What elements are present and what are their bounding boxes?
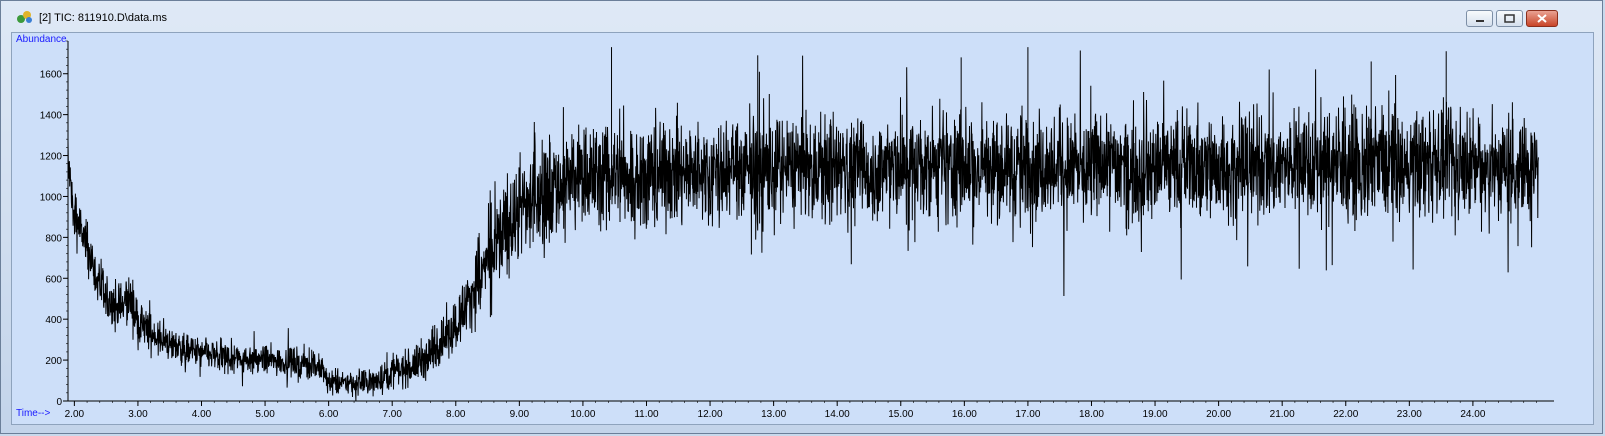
x-tick-label: 24.00 — [1460, 409, 1485, 420]
y-tick-label: 400 — [45, 315, 62, 326]
x-tick-label: 16.00 — [952, 409, 977, 420]
tic-trace-line — [67, 50, 1539, 402]
x-tick-label: 19.00 — [1143, 409, 1168, 420]
y-tick-label: 200 — [45, 356, 62, 367]
restore-icon — [1504, 14, 1515, 23]
x-tick-label: 14.00 — [825, 409, 850, 420]
y-tick-label: 0 — [56, 397, 62, 408]
x-axis-label: Time--> — [16, 408, 51, 419]
restore-button[interactable] — [1496, 10, 1523, 27]
x-tick-label: 22.00 — [1333, 409, 1358, 420]
x-tick-label: 20.00 — [1206, 409, 1231, 420]
close-icon — [1537, 14, 1547, 23]
title-bar[interactable]: [2] TIC: 811910.D\data.ms — [1, 1, 1602, 31]
y-tick-label: 800 — [45, 233, 62, 244]
x-tick-label: 5.00 — [255, 409, 275, 420]
y-axis-ticks: 0 200 400 600 800 1000 1200 1400 1600 — [40, 40, 68, 408]
x-tick-label: 15.00 — [888, 409, 913, 420]
y-tick-label: 1600 — [40, 70, 63, 81]
x-tick-label: 6.00 — [319, 409, 339, 420]
x-tick-label: 7.00 — [382, 409, 402, 420]
y-tick-label: 600 — [45, 274, 62, 285]
close-button[interactable] — [1526, 10, 1558, 27]
x-tick-label: 2.00 — [65, 409, 85, 420]
chart-axes — [67, 41, 1554, 402]
x-tick-label: 13.00 — [761, 409, 786, 420]
minimize-button[interactable] — [1466, 10, 1493, 27]
y-tick-label: 1200 — [40, 152, 63, 163]
y-tick-label: 1000 — [40, 192, 63, 203]
x-tick-label: 12.00 — [698, 409, 723, 420]
x-tick-label: 8.00 — [446, 409, 466, 420]
y-tick-label: 1400 — [40, 111, 63, 122]
x-tick-label: 3.00 — [128, 409, 148, 420]
window-title: [2] TIC: 811910.D\data.ms — [39, 12, 167, 24]
tic-chart[interactable]: 0 200 400 600 800 1000 1200 1400 1600 2.00 3.00 4.… — [12, 33, 1593, 424]
x-tick-label: 17.00 — [1015, 409, 1040, 420]
x-tick-label: 9.00 — [510, 409, 530, 420]
x-tick-label: 4.00 — [192, 409, 212, 420]
y-axis-label: Abundance — [16, 34, 67, 45]
x-tick-label: 23.00 — [1397, 409, 1422, 420]
x-tick-label: 10.00 — [570, 409, 595, 420]
x-tick-label: 21.00 — [1270, 409, 1295, 420]
plot-area[interactable]: 0 200 400 600 800 1000 1200 1400 1600 2.00 3.00 4.… — [11, 32, 1594, 425]
chromatogram-app-icon — [17, 11, 32, 23]
x-tick-label: 11.00 — [634, 409, 659, 420]
x-axis-ticks: 2.00 3.00 4.00 5.00 6.00 7.00 8.00 9.00 10.00 11.… — [65, 401, 1537, 420]
x-tick-label: 18.00 — [1079, 409, 1104, 420]
minimize-icon — [1476, 20, 1484, 22]
